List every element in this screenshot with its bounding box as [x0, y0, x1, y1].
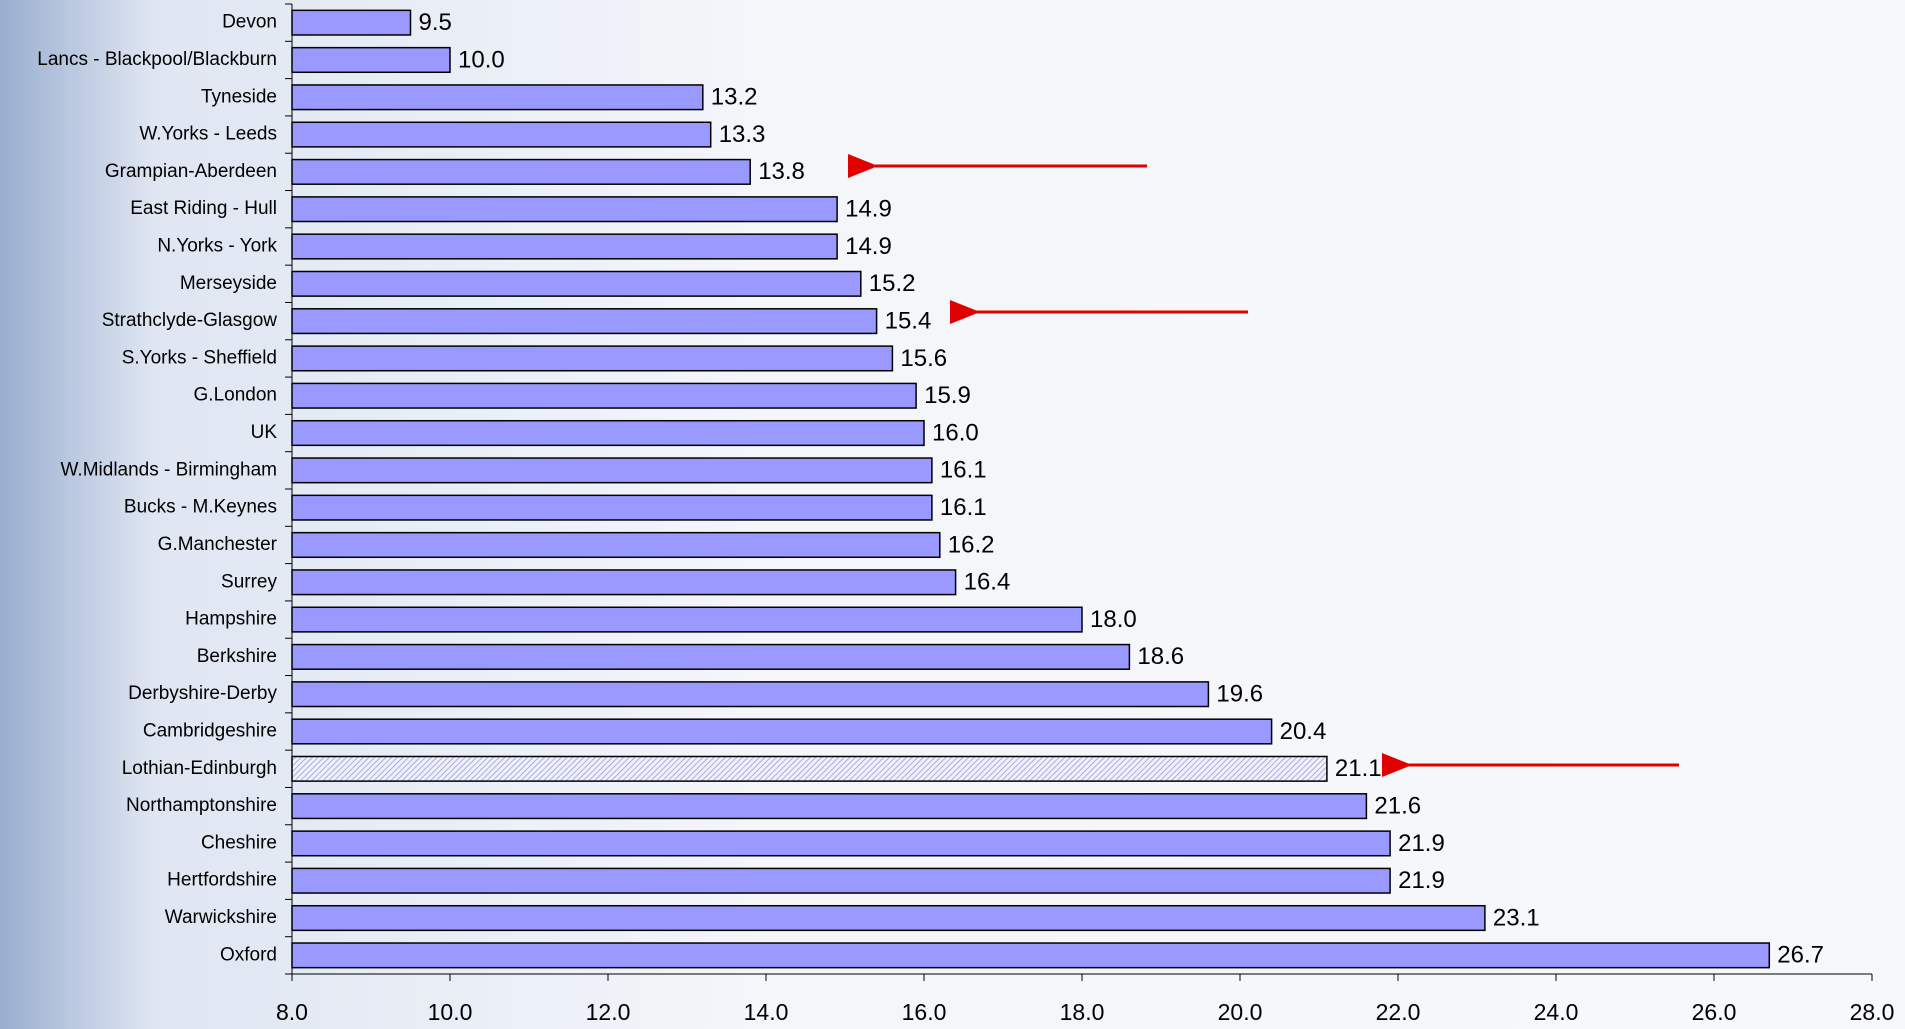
value-label: 16.1 — [940, 457, 987, 484]
y-tick-label: Warwickshire — [165, 907, 277, 928]
y-tick-label: Lancs - Blackpool/Blackburn — [37, 49, 277, 70]
page: 8.0 10.0 12.0 14.0 16.0 18.0 20.0 22.0 24.0 26.0 2… — [0, 0, 1905, 1029]
value-label: 18.0 — [1090, 606, 1137, 633]
bar — [292, 682, 1208, 707]
y-tick-label: Grampian-Aberdeen — [105, 161, 277, 182]
y-tick-label: Berkshire — [197, 646, 277, 667]
y-tick-label: Strathclyde-Glasgow — [102, 310, 278, 331]
value-label: 15.4 — [885, 307, 932, 334]
value-label: 26.7 — [1777, 942, 1824, 969]
x-tick-label: 22.0 — [1376, 999, 1421, 1025]
value-label: 19.6 — [1216, 681, 1263, 708]
bar — [292, 309, 877, 334]
value-label: 13.8 — [758, 158, 805, 185]
bar — [292, 570, 956, 595]
value-label: 21.9 — [1398, 867, 1445, 894]
value-label: 21.6 — [1374, 792, 1421, 819]
y-tick-label: East Riding - Hull — [130, 198, 277, 219]
y-tick-label: Surrey — [221, 571, 277, 592]
y-tick-label: G.London — [194, 385, 277, 406]
bar — [292, 645, 1129, 670]
y-tick-label: Hertfordshire — [167, 870, 277, 891]
bar — [292, 383, 916, 408]
y-tick-label: Merseyside — [180, 273, 277, 294]
x-tick-label: 8.0 — [276, 999, 308, 1025]
y-tick-label: UK — [251, 422, 278, 443]
y-tick-label: Cambridgeshire — [143, 721, 277, 742]
value-label: 9.5 — [419, 9, 452, 36]
bar — [292, 458, 932, 483]
x-tick-label: 16.0 — [902, 999, 947, 1025]
value-label: 16.0 — [932, 419, 979, 446]
bar — [292, 421, 924, 446]
bar — [292, 495, 932, 520]
y-tick-label: Lothian-Edinburgh — [122, 758, 277, 779]
bar — [292, 10, 411, 35]
bar — [292, 85, 703, 110]
y-tick-label: Devon — [222, 12, 277, 33]
bar — [292, 346, 892, 371]
value-label: 20.4 — [1280, 718, 1327, 745]
value-label: 15.6 — [900, 345, 947, 372]
y-tick-label: W.Midlands - Birmingham — [61, 459, 277, 480]
bar — [292, 906, 1485, 931]
bar — [292, 943, 1769, 968]
value-label: 10.0 — [458, 46, 505, 73]
x-tick-label: 28.0 — [1850, 999, 1895, 1025]
bar — [292, 234, 837, 259]
bar — [292, 756, 1327, 781]
value-label: 23.1 — [1493, 904, 1540, 931]
x-tick-label: 12.0 — [586, 999, 631, 1025]
y-tick-label: Oxford — [220, 944, 277, 965]
value-label: 18.6 — [1137, 643, 1184, 670]
bar — [292, 719, 1272, 744]
bar — [292, 831, 1390, 856]
y-tick-label: N.Yorks - York — [157, 236, 277, 257]
bar — [292, 197, 837, 222]
bar — [292, 48, 450, 73]
value-label: 15.2 — [869, 270, 916, 297]
x-tick-label: 18.0 — [1060, 999, 1105, 1025]
y-tick-label: Cheshire — [201, 832, 277, 853]
bar — [292, 271, 861, 296]
value-label: 14.9 — [845, 233, 892, 260]
y-tick-label: Derbyshire-Derby — [128, 683, 277, 704]
chart: 8.0 10.0 12.0 14.0 16.0 18.0 20.0 22.0 24.0 26.0 2… — [0, 0, 1905, 1029]
y-tick-label: Hampshire — [185, 609, 277, 630]
bar — [292, 868, 1390, 893]
value-label: 15.9 — [924, 382, 971, 409]
bar — [292, 794, 1366, 819]
x-tick-label: 20.0 — [1218, 999, 1263, 1025]
y-tick-label: Bucks - M.Keynes — [124, 497, 277, 518]
y-tick-label: S.Yorks - Sheffield — [122, 347, 277, 368]
value-label: 16.4 — [964, 569, 1011, 596]
bar — [292, 533, 940, 558]
value-label: 21.1 — [1335, 755, 1382, 782]
value-label: 16.1 — [940, 494, 987, 521]
x-tick-label: 10.0 — [428, 999, 473, 1025]
x-tick-label: 26.0 — [1692, 999, 1737, 1025]
value-label: 21.9 — [1398, 830, 1445, 857]
value-label: 14.9 — [845, 196, 892, 223]
x-tick-label: 24.0 — [1534, 999, 1579, 1025]
value-label: 16.2 — [948, 531, 995, 558]
y-tick-label: Tyneside — [201, 86, 277, 107]
x-tick-label: 14.0 — [744, 999, 789, 1025]
bar — [292, 607, 1082, 632]
y-tick-label: Northamptonshire — [126, 795, 277, 816]
bar — [292, 160, 750, 185]
y-tick-label: W.Yorks - Leeds — [139, 124, 277, 145]
value-label: 13.2 — [711, 84, 758, 111]
value-label: 13.3 — [719, 121, 766, 148]
y-tick-label: G.Manchester — [158, 534, 278, 555]
bar — [292, 122, 711, 147]
